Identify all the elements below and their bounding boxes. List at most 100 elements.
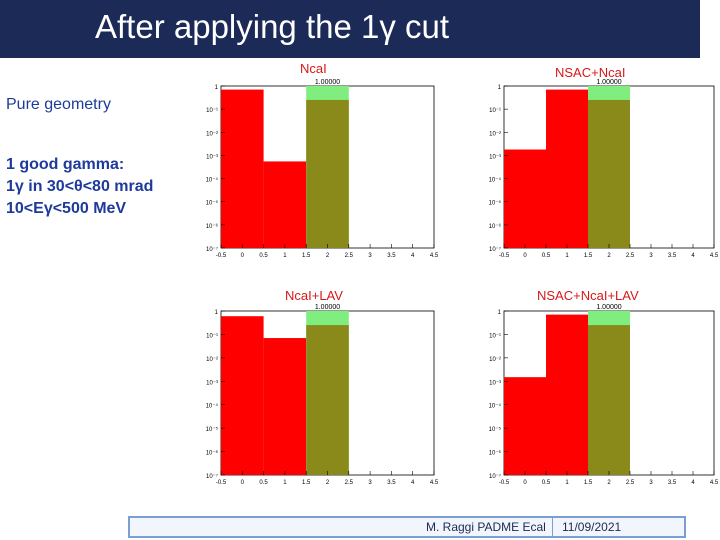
y-tick-label: 10⁻¹ bbox=[206, 108, 218, 114]
x-tick-label: 1.5 bbox=[584, 480, 593, 486]
x-tick-label: 4.5 bbox=[430, 253, 439, 259]
pure-geometry-label: Pure geometry bbox=[6, 96, 111, 113]
histogram-bin bbox=[221, 89, 264, 249]
y-tick-label: 10⁻⁴ bbox=[489, 403, 502, 410]
x-tick-label: 2.5 bbox=[626, 480, 635, 486]
x-tick-label: 0 bbox=[241, 253, 245, 259]
x-tick-label: 1.5 bbox=[302, 480, 311, 486]
overlay-bin bbox=[306, 325, 349, 475]
x-tick-label: 3 bbox=[649, 480, 653, 486]
x-tick-label: 0.5 bbox=[259, 253, 268, 259]
y-tick-label: 10⁻⁶ bbox=[206, 223, 219, 230]
y-tick-label: 10⁻⁴ bbox=[206, 177, 219, 184]
plot-title-nsac-ncal: NSAC+NcaI bbox=[555, 65, 626, 80]
histogram-ncal-lav: 1.00000 1 10⁻¹ 10⁻² 10⁻³ 10⁻⁴ 10⁻⁵ 10⁻⁶ 10⁻⁷-0.5… bbox=[206, 304, 439, 486]
x-tick-label: 4 bbox=[691, 480, 695, 486]
y-tick-label: 1 bbox=[498, 310, 502, 316]
footer-author: M. Raggi PADME Ecal bbox=[426, 520, 546, 534]
slide-title: After applying the 1γ cut bbox=[95, 8, 450, 45]
histogram-bin bbox=[263, 161, 307, 248]
y-tick-label: 10⁻¹ bbox=[206, 333, 218, 339]
x-tick-label: 4.5 bbox=[710, 253, 719, 259]
histogram-bin bbox=[546, 89, 588, 249]
x-tick-label: 4.5 bbox=[430, 480, 439, 486]
selection-line-2: 1γ in 30<θ<80 mrad bbox=[6, 178, 154, 195]
x-tick-label: 2.5 bbox=[626, 253, 635, 259]
x-tick-label: 0.5 bbox=[542, 480, 551, 486]
histogram-bin bbox=[263, 338, 307, 475]
y-tick-label: 10⁻⁷ bbox=[489, 473, 501, 480]
y-tick-label: 10⁻² bbox=[489, 131, 501, 137]
footer-divider bbox=[552, 518, 553, 536]
selection-line-1: 1 good gamma: bbox=[6, 156, 125, 173]
x-tick-label: 1 bbox=[565, 253, 569, 259]
x-tick-label: -0.5 bbox=[499, 253, 510, 259]
x-tick-label: 1 bbox=[565, 480, 569, 486]
x-tick-label: 0 bbox=[241, 480, 245, 486]
y-tick-label: 10⁻² bbox=[489, 357, 501, 363]
bin-annotation: 1.00000 bbox=[596, 79, 621, 86]
footer-date: 11/09/2021 bbox=[562, 520, 622, 534]
x-tick-label: 1 bbox=[283, 253, 287, 259]
bin-annotation: 1.00000 bbox=[596, 304, 621, 311]
plot-title-ncal: NcaI bbox=[300, 61, 327, 76]
x-tick-label: 0.5 bbox=[259, 480, 268, 486]
y-tick-label: 10⁻³ bbox=[206, 380, 218, 386]
x-tick-label: 4 bbox=[691, 253, 695, 259]
x-tick-label: 0.5 bbox=[542, 253, 551, 259]
plot-title-nsac-ncal-lav: NSAC+NcaI+LAV bbox=[537, 288, 639, 303]
y-tick-label: 10⁻¹ bbox=[489, 333, 501, 339]
x-tick-label: 1.5 bbox=[302, 253, 311, 259]
y-tick-label: 10⁻⁷ bbox=[206, 473, 218, 480]
x-tick-label: 2 bbox=[607, 253, 611, 259]
footer-bar: M. Raggi PADME Ecal 11/09/2021 bbox=[128, 516, 686, 538]
histogram-nsac-ncal-lav: 1.00000 1 10⁻¹ 10⁻² 10⁻³ 10⁻⁴ 10⁻⁵ 10⁻⁶ 10⁻⁷-0.5… bbox=[489, 304, 719, 486]
x-tick-label: 0 bbox=[523, 480, 527, 486]
x-tick-label: 1 bbox=[283, 480, 287, 486]
y-tick-label: 10⁻³ bbox=[489, 154, 501, 160]
x-tick-label: 3 bbox=[368, 253, 372, 259]
y-tick-label: 10⁻⁶ bbox=[489, 450, 502, 457]
x-tick-label: 2 bbox=[326, 480, 330, 486]
bin-annotation: 1.00000 bbox=[315, 304, 340, 311]
y-tick-label: 10⁻⁷ bbox=[206, 246, 218, 253]
y-tick-label: 10⁻⁵ bbox=[489, 426, 502, 433]
y-tick-label: 10⁻⁵ bbox=[489, 200, 502, 207]
x-tick-label: -0.5 bbox=[499, 480, 510, 486]
y-tick-label: 10⁻³ bbox=[489, 380, 501, 386]
x-tick-label: 4.5 bbox=[710, 480, 719, 486]
y-tick-label: 10⁻² bbox=[206, 357, 218, 363]
plot-title-ncal-lav: NcaI+LAV bbox=[285, 288, 343, 303]
x-tick-label: 0 bbox=[523, 253, 527, 259]
y-tick-label: 1 bbox=[215, 310, 219, 316]
y-tick-label: 10⁻⁶ bbox=[206, 450, 219, 457]
x-tick-label: 3 bbox=[368, 480, 372, 486]
y-tick-label: 1 bbox=[498, 85, 502, 91]
overlay-bin bbox=[588, 325, 630, 475]
x-tick-label: -0.5 bbox=[216, 480, 227, 486]
x-tick-label: 4 bbox=[411, 480, 415, 486]
x-tick-label: 2 bbox=[326, 253, 330, 259]
y-tick-label: 10⁻⁴ bbox=[206, 403, 219, 410]
histogram-ncal: 1.00000 1 10⁻¹ 10⁻² 10⁻³ 10⁻⁴ 10⁻⁵ 10⁻⁶ 10⁻⁷-0.5… bbox=[206, 79, 439, 259]
title-bar: After applying the 1γ cut bbox=[0, 0, 700, 58]
y-tick-label: 10⁻¹ bbox=[489, 108, 501, 114]
y-tick-label: 10⁻⁷ bbox=[489, 246, 501, 253]
selection-line-3: 10<Eγ<500 MeV bbox=[6, 200, 127, 217]
y-tick-label: 10⁻³ bbox=[206, 154, 218, 160]
x-tick-label: 1.5 bbox=[584, 253, 593, 259]
histogram-nsac-ncal: 1.00000 1 10⁻¹ 10⁻² 10⁻³ 10⁻⁴ 10⁻⁵ 10⁻⁶ 10⁻⁷-0.5… bbox=[489, 79, 719, 259]
x-tick-label: 2 bbox=[607, 480, 611, 486]
y-tick-label: 10⁻⁶ bbox=[489, 223, 502, 230]
x-tick-label: 2.5 bbox=[345, 480, 354, 486]
y-tick-label: 1 bbox=[215, 85, 219, 91]
bin-annotation: 1.00000 bbox=[315, 79, 340, 86]
histogram-bin bbox=[546, 314, 588, 475]
histogram-bin bbox=[504, 377, 546, 475]
y-tick-label: 10⁻² bbox=[206, 131, 218, 137]
y-tick-label: 10⁻⁵ bbox=[206, 200, 219, 207]
x-tick-label: 3.5 bbox=[387, 480, 396, 486]
x-tick-label: 4 bbox=[411, 253, 415, 259]
x-tick-label: 3 bbox=[649, 253, 653, 259]
x-tick-label: -0.5 bbox=[216, 253, 227, 259]
